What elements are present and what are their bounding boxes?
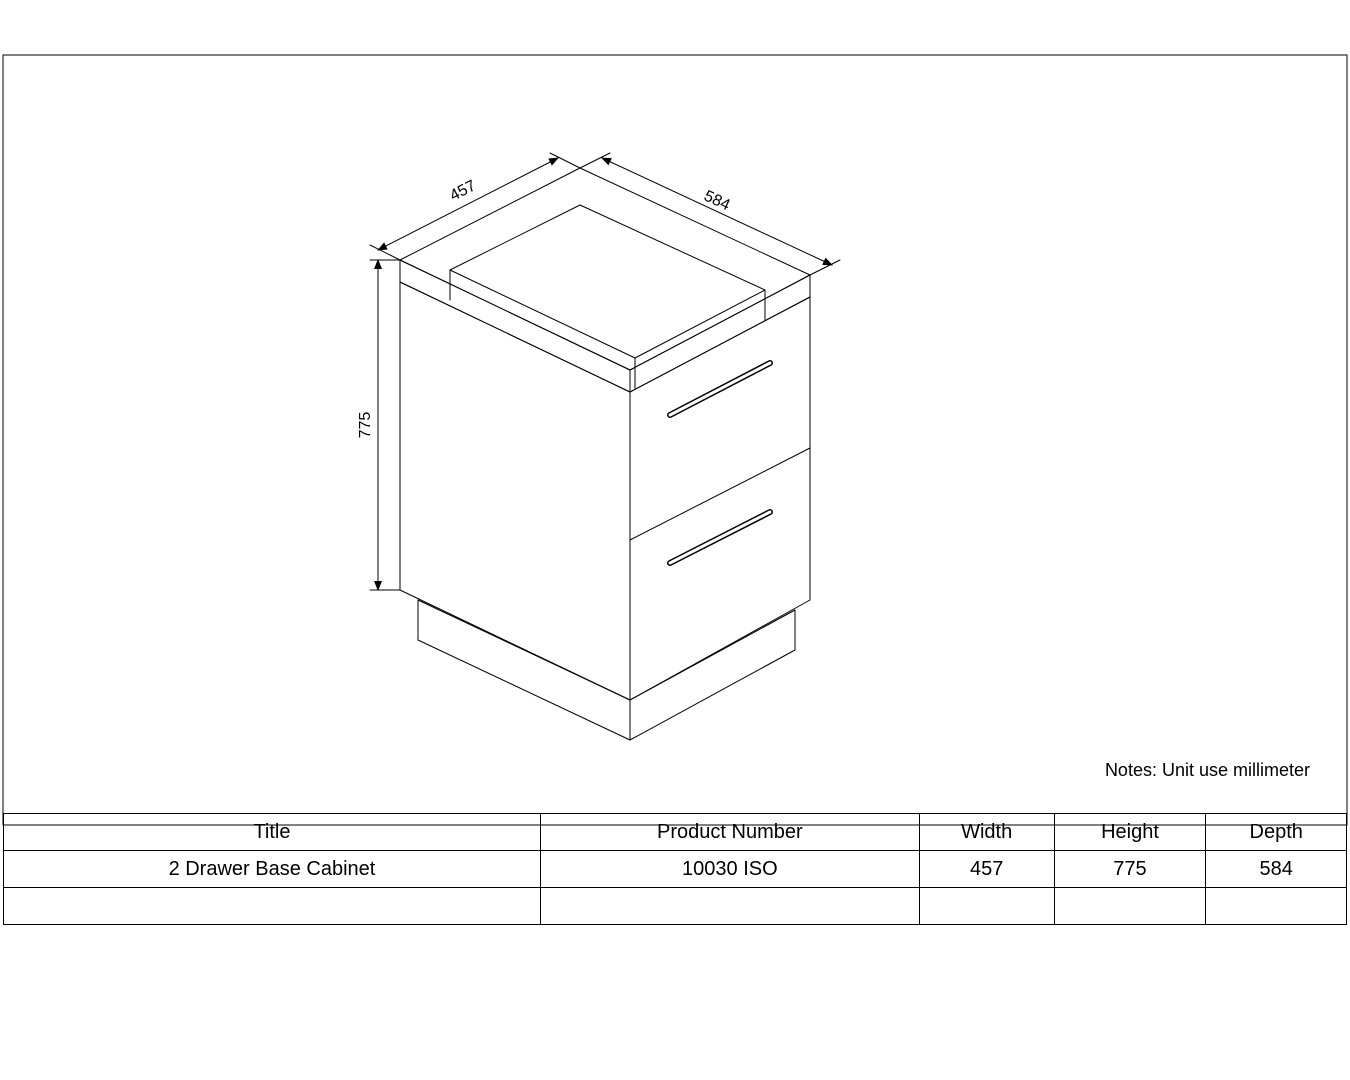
title-block-table: TitleProduct NumberWidthHeightDepth 2 Dr…	[3, 813, 1347, 925]
dim-depth-ext	[580, 153, 610, 168]
titleblock-header-0: Title	[4, 814, 541, 851]
dim-width-ext	[370, 245, 400, 260]
titleblock-header-2: Width	[919, 814, 1054, 851]
titleblock-value-1: 10030 ISO	[540, 851, 919, 888]
dim-depth-label: 584	[701, 188, 732, 215]
titleblock-empty-3	[1054, 888, 1206, 925]
titleblock-value-4: 584	[1206, 851, 1347, 888]
dim-height-label: 775	[357, 412, 374, 439]
titleblock-empty-4	[1206, 888, 1347, 925]
titleblock-value-3: 775	[1054, 851, 1206, 888]
cabinet-plinth-front	[418, 600, 630, 740]
titleblock-empty-1	[540, 888, 919, 925]
cabinet-top-inner	[450, 205, 765, 358]
titleblock-empty-0	[4, 888, 541, 925]
titleblock-header-3: Height	[1054, 814, 1206, 851]
notes-text: Notes: Unit use millimeter	[1105, 760, 1310, 781]
dim-width-line	[378, 158, 558, 250]
cabinet-left-face	[400, 282, 630, 700]
cabinet-right-rail-top	[630, 275, 810, 392]
titleblock-header-1: Product Number	[540, 814, 919, 851]
titleblock-value-2: 457	[919, 851, 1054, 888]
dim-width-ext	[550, 153, 580, 168]
cabinet-front-rail-top	[400, 260, 630, 392]
cabinet-plinth-right	[630, 610, 795, 740]
titleblock-empty-2	[919, 888, 1054, 925]
titleblock-header-4: Depth	[1206, 814, 1347, 851]
titleblock-value-0: 2 Drawer Base Cabinet	[4, 851, 541, 888]
drawing-frame	[3, 55, 1347, 825]
cabinet-drawer-split	[630, 448, 810, 540]
cabinet-right-face	[630, 297, 810, 700]
dim-depth-line	[602, 158, 832, 265]
